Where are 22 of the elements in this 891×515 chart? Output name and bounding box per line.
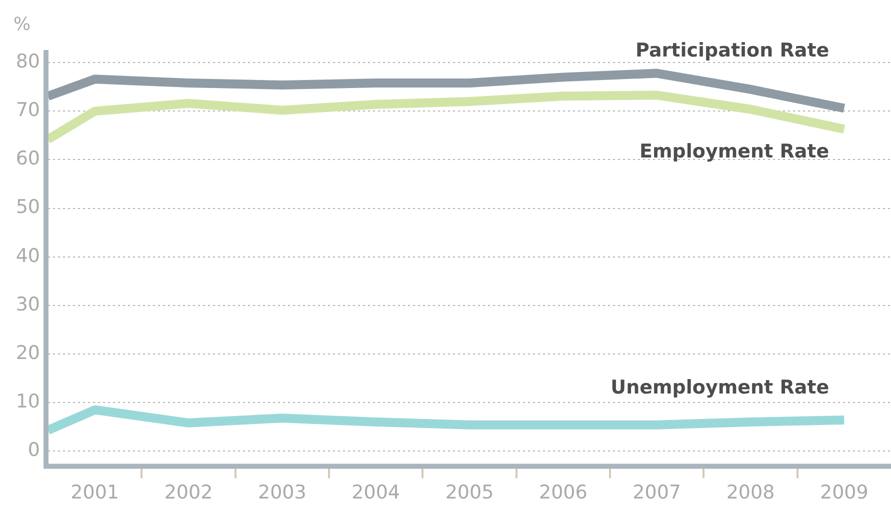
x-tick-label: 2008 xyxy=(726,482,775,504)
x-tick-label: 2006 xyxy=(538,482,588,504)
y-axis-title: % xyxy=(13,14,31,35)
y-tick-label: 80 xyxy=(16,50,40,73)
x-tick-label: 2001 xyxy=(70,482,120,504)
y-tick-label: 50 xyxy=(16,196,40,218)
y-tick-label: 10 xyxy=(16,390,40,412)
x-tick-label: 2002 xyxy=(164,482,213,504)
y-tick-label: 30 xyxy=(16,293,40,316)
y-tick-label: 70 xyxy=(16,99,40,122)
x-tick-label: 2007 xyxy=(632,482,682,504)
x-tick-label: 2003 xyxy=(258,482,306,504)
y-tick-label: 20 xyxy=(16,342,40,364)
x-tick-label: 2009 xyxy=(820,482,868,504)
x-tick-label: 2005 xyxy=(445,482,494,504)
x-tick-label: 2004 xyxy=(352,482,400,504)
series-label: Unemployment Rate xyxy=(610,376,830,398)
y-tick-label: 60 xyxy=(16,148,40,170)
series-label: Employment Rate xyxy=(639,140,830,163)
y-tick-label: 40 xyxy=(16,244,40,267)
y-tick-label: 0 xyxy=(28,439,40,462)
series-label: Participation Rate xyxy=(636,40,830,62)
